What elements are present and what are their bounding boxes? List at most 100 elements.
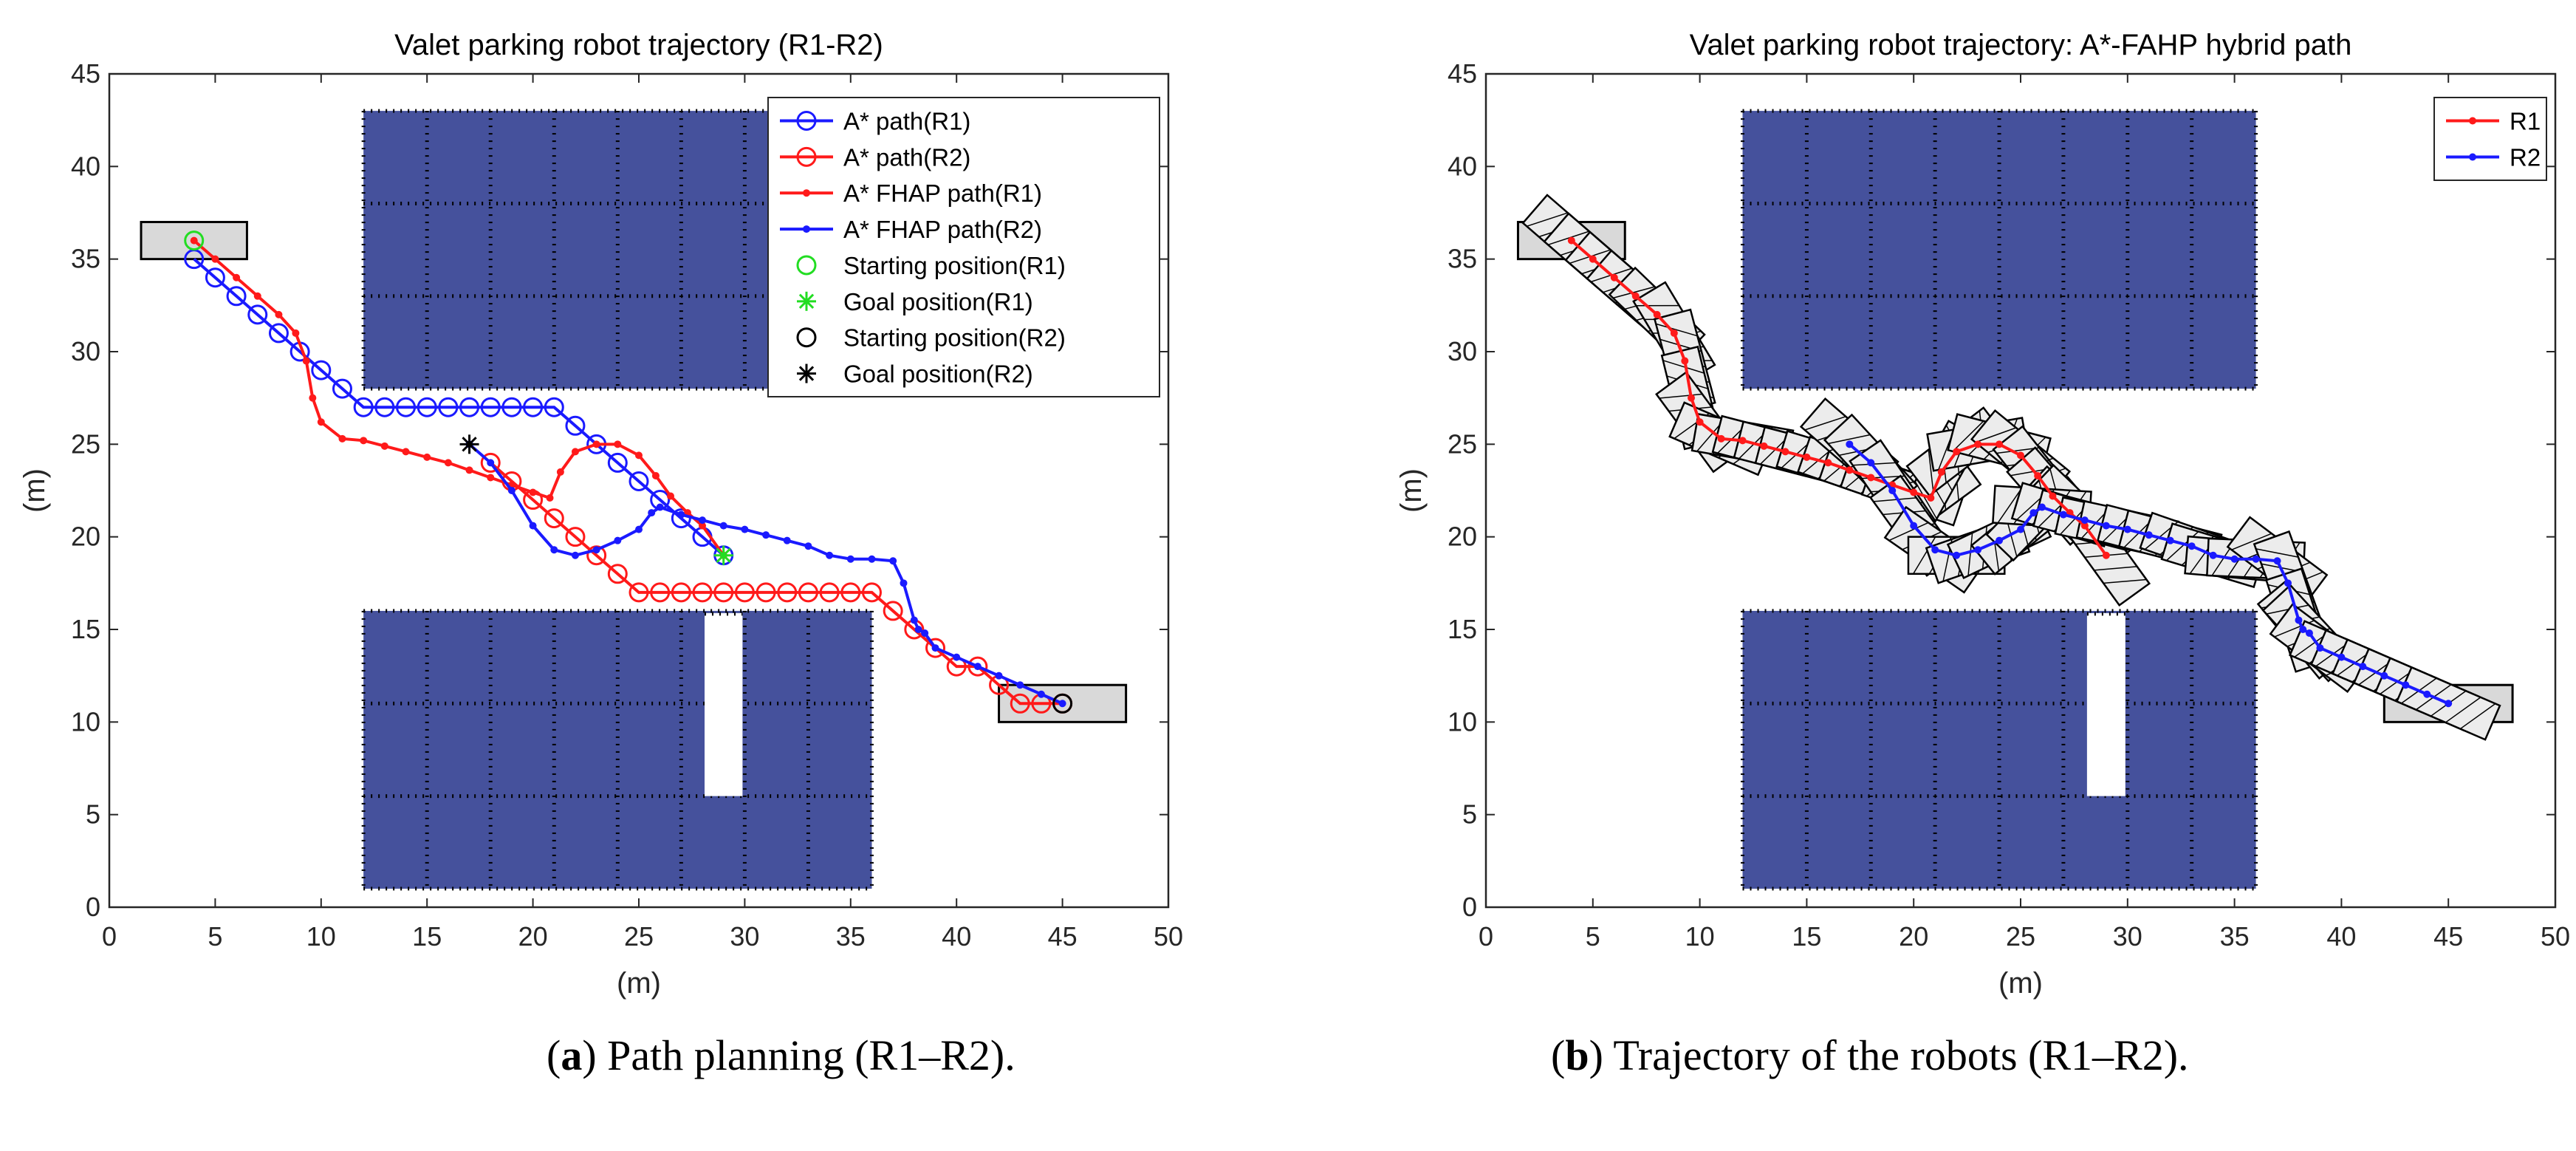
legend-item: A* path(R1) (780, 107, 970, 134)
robot-footprint-hatch (2255, 548, 2299, 558)
data-point (2080, 522, 2089, 530)
data-point (925, 638, 946, 658)
y-tick-label: 30 (1448, 336, 1477, 366)
series-starting-position-r1- (184, 230, 205, 251)
data-point (2188, 542, 2196, 550)
data-point (544, 508, 564, 529)
y-tick-label: 35 (1448, 244, 1477, 274)
data-point (311, 360, 332, 380)
legend-item: Goal position(R2) (797, 361, 1033, 388)
y-tick-label: 40 (71, 151, 100, 181)
data-point (628, 582, 649, 603)
x-tick-label: 20 (518, 921, 548, 952)
data-point (2305, 629, 2313, 638)
data-point (713, 582, 734, 603)
asterisk-stroke (462, 437, 477, 452)
data-point (1016, 681, 1024, 689)
data-point (2145, 531, 2153, 539)
data-point (2102, 522, 2110, 530)
x-tick-label: 20 (1899, 921, 1928, 952)
parking-block-fill (1742, 610, 2256, 889)
data-point (1927, 494, 1935, 502)
x-tick-label: 25 (624, 921, 654, 952)
data-point (480, 452, 501, 473)
data-point (417, 397, 437, 417)
y-tick-label: 45 (1448, 58, 1477, 89)
data-point (565, 527, 586, 547)
parking-block (1741, 609, 2258, 891)
data-point (840, 582, 861, 603)
data-point (459, 397, 480, 417)
data-point (635, 451, 643, 460)
data-point (1589, 255, 1597, 263)
x-tick-label: 45 (2433, 921, 2463, 952)
data-point (914, 626, 922, 633)
parking-block (361, 609, 874, 891)
data-point (1888, 487, 1897, 494)
data-point (1010, 693, 1030, 714)
data-point (777, 582, 798, 603)
data-point (889, 557, 897, 565)
data-point (798, 582, 818, 603)
data-point (544, 397, 564, 417)
data-point (1803, 453, 1811, 461)
data-point (253, 292, 261, 300)
data-point (1631, 292, 1640, 300)
legend-label: Goal position(R1) (843, 288, 1033, 315)
series-goal-position-r2- (459, 434, 479, 454)
data-point (380, 442, 388, 450)
data-point (565, 415, 586, 436)
legend-marker (796, 146, 817, 167)
parking-block (1741, 109, 2258, 391)
legend-box (2433, 97, 2547, 181)
data-point (338, 434, 346, 443)
data-point (529, 488, 537, 496)
data-point (868, 555, 876, 563)
legend-marker (797, 291, 816, 311)
robot-footprint-hatch (1659, 393, 1703, 399)
data-point (2273, 557, 2281, 565)
data-point (2166, 536, 2174, 544)
y-tick-label: 25 (1448, 428, 1477, 459)
data-point (302, 357, 310, 365)
data-point (402, 448, 410, 456)
data-point (2316, 644, 2324, 652)
legend-item: A* path(R2) (780, 143, 970, 171)
data-point (1910, 488, 1918, 496)
x-tick-label: 25 (2006, 921, 2035, 952)
data-point (353, 397, 374, 417)
data-point (607, 452, 628, 473)
y-axis-label: (m) (1395, 468, 1428, 513)
data-point (1717, 434, 1725, 443)
data-point (184, 230, 205, 251)
legend-marker (796, 255, 817, 276)
data-point (734, 582, 755, 603)
data-point (190, 236, 198, 245)
robot-footprint-hatch (1996, 447, 2040, 454)
legend-item: Goal position(R1) (797, 288, 1033, 315)
robot-footprint-hatch (1914, 481, 1938, 519)
data-point (699, 522, 707, 530)
data-point (2299, 626, 2307, 633)
y-axis-label: (m) (18, 468, 51, 513)
data-point (648, 509, 656, 517)
data-point (1670, 329, 1678, 337)
x-tick-label: 30 (730, 921, 759, 952)
x-tick-label: 5 (208, 921, 222, 952)
data-point (309, 394, 317, 402)
data-point (592, 440, 600, 448)
data-point (2359, 663, 2367, 671)
y-tick-label: 25 (71, 428, 100, 459)
data-point (480, 397, 501, 417)
empty-slot (705, 612, 743, 796)
data-point (1931, 546, 1939, 554)
data-point (967, 656, 988, 677)
data-point (1610, 273, 1618, 281)
data-point (2402, 681, 2410, 689)
legend-label: Starting position(R2) (843, 324, 1066, 352)
data-point (2029, 509, 2038, 517)
data-point (292, 329, 300, 337)
data-point (268, 323, 289, 344)
series-goal-position-r1- (713, 545, 733, 565)
data-point (507, 487, 515, 494)
